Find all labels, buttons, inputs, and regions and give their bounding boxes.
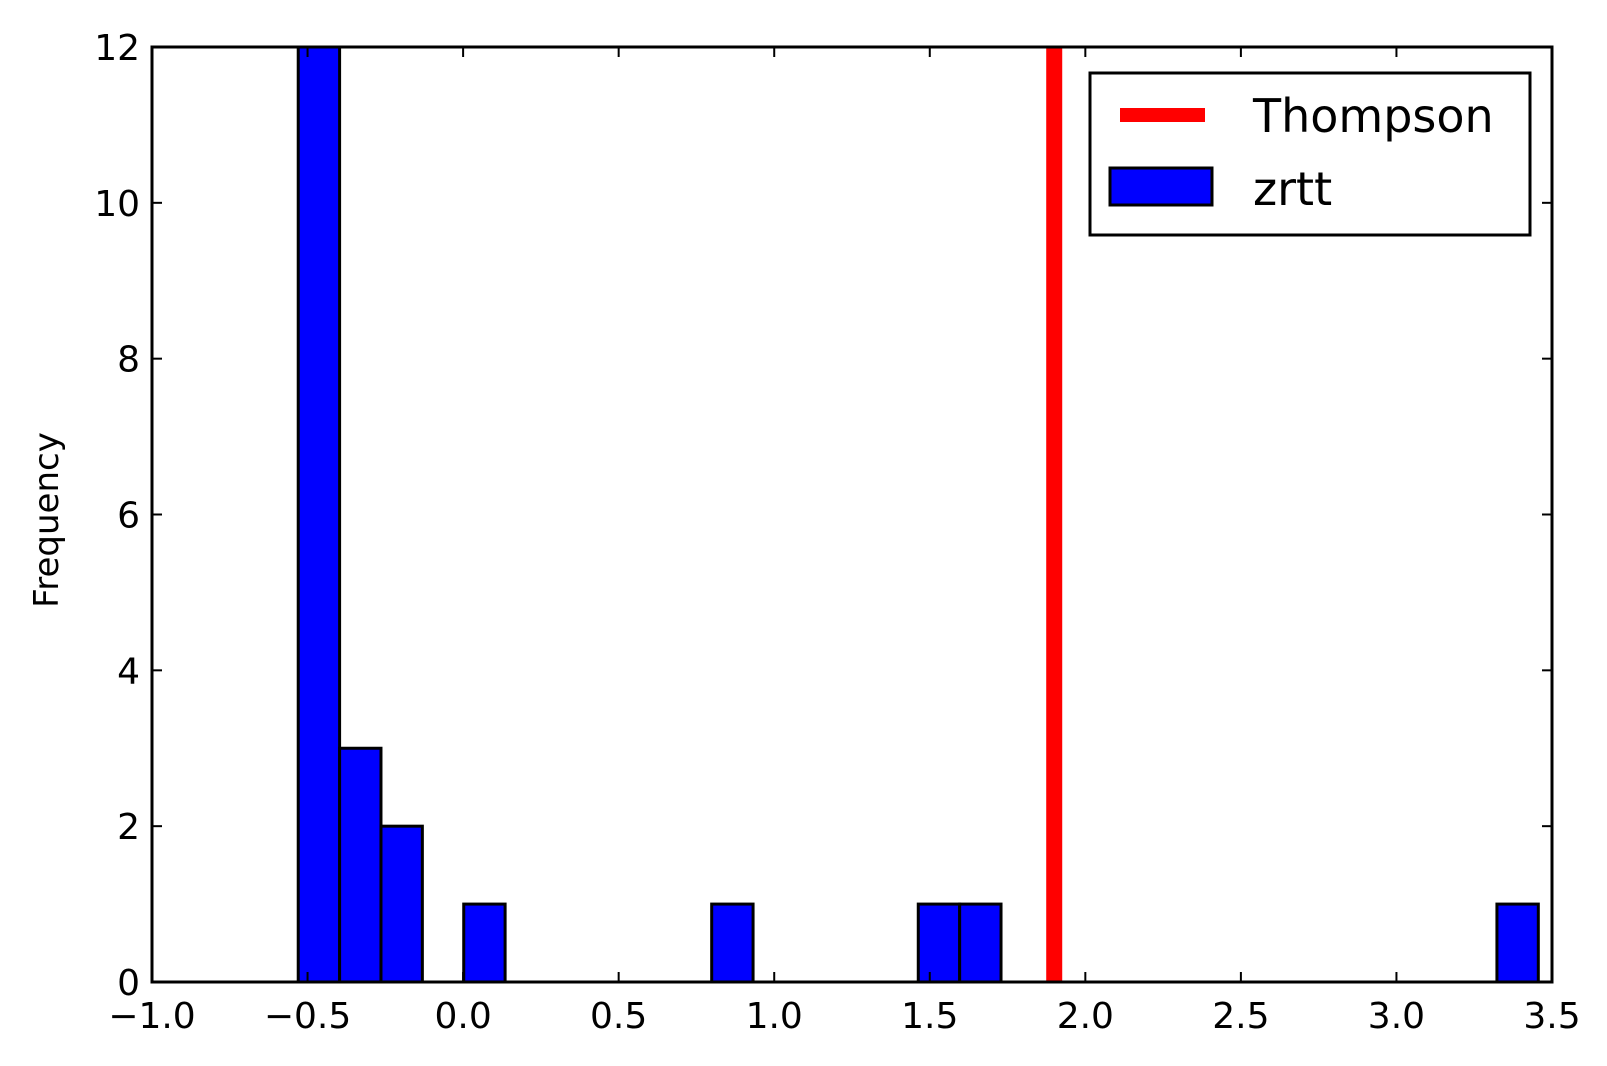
x-tick-label: 1.5 xyxy=(901,996,958,1037)
legend-box xyxy=(1088,71,1532,237)
bars-layer xyxy=(296,45,1540,984)
legend-zrtt-swatch xyxy=(1108,166,1214,207)
x-tick-label: −0.5 xyxy=(264,996,351,1037)
x-tick-label: 3.5 xyxy=(1523,996,1580,1037)
x-tick-label: 1.0 xyxy=(746,996,803,1037)
x-tick-label: 0.5 xyxy=(590,996,647,1037)
y-tick-label: 10 xyxy=(94,184,140,225)
y-tick-label: 4 xyxy=(117,651,140,692)
histogram-bar xyxy=(710,902,755,984)
y-axis-title: Frequency xyxy=(27,432,67,608)
y-tick-label: 12 xyxy=(94,28,140,69)
histogram-bar xyxy=(1495,902,1540,984)
x-tick-label: 0.0 xyxy=(434,996,491,1037)
y-tick-label: 8 xyxy=(117,340,140,381)
histogram-bar xyxy=(958,902,1003,984)
x-tick-label: 2.0 xyxy=(1057,996,1114,1037)
histogram-bar xyxy=(462,902,507,984)
y-tick-label: 0 xyxy=(117,963,140,1004)
legend: Thompson zrtt xyxy=(1088,71,1532,237)
legend-thompson-label: Thompson xyxy=(1252,89,1494,143)
histogram-bar xyxy=(379,824,424,984)
y-tick-label: 6 xyxy=(117,496,140,537)
x-tick-label: 3.0 xyxy=(1368,996,1425,1037)
histogram-bar xyxy=(916,902,962,984)
x-tick-label: 2.5 xyxy=(1212,996,1269,1037)
y-tick-label: 2 xyxy=(117,807,140,848)
histogram-bar xyxy=(296,45,342,984)
x-tick-label: −1.0 xyxy=(108,996,195,1037)
ticks-layer xyxy=(151,46,1553,983)
legend-zrtt-label: zrtt xyxy=(1253,162,1332,216)
labels-layer: −1.0 −0.5 0.0 0.5 1.0 1.5 2.0 2.5 3.0 3.5 0 2 4 6 8 10 1… xyxy=(94,28,1580,1037)
histogram-bar xyxy=(338,746,383,984)
